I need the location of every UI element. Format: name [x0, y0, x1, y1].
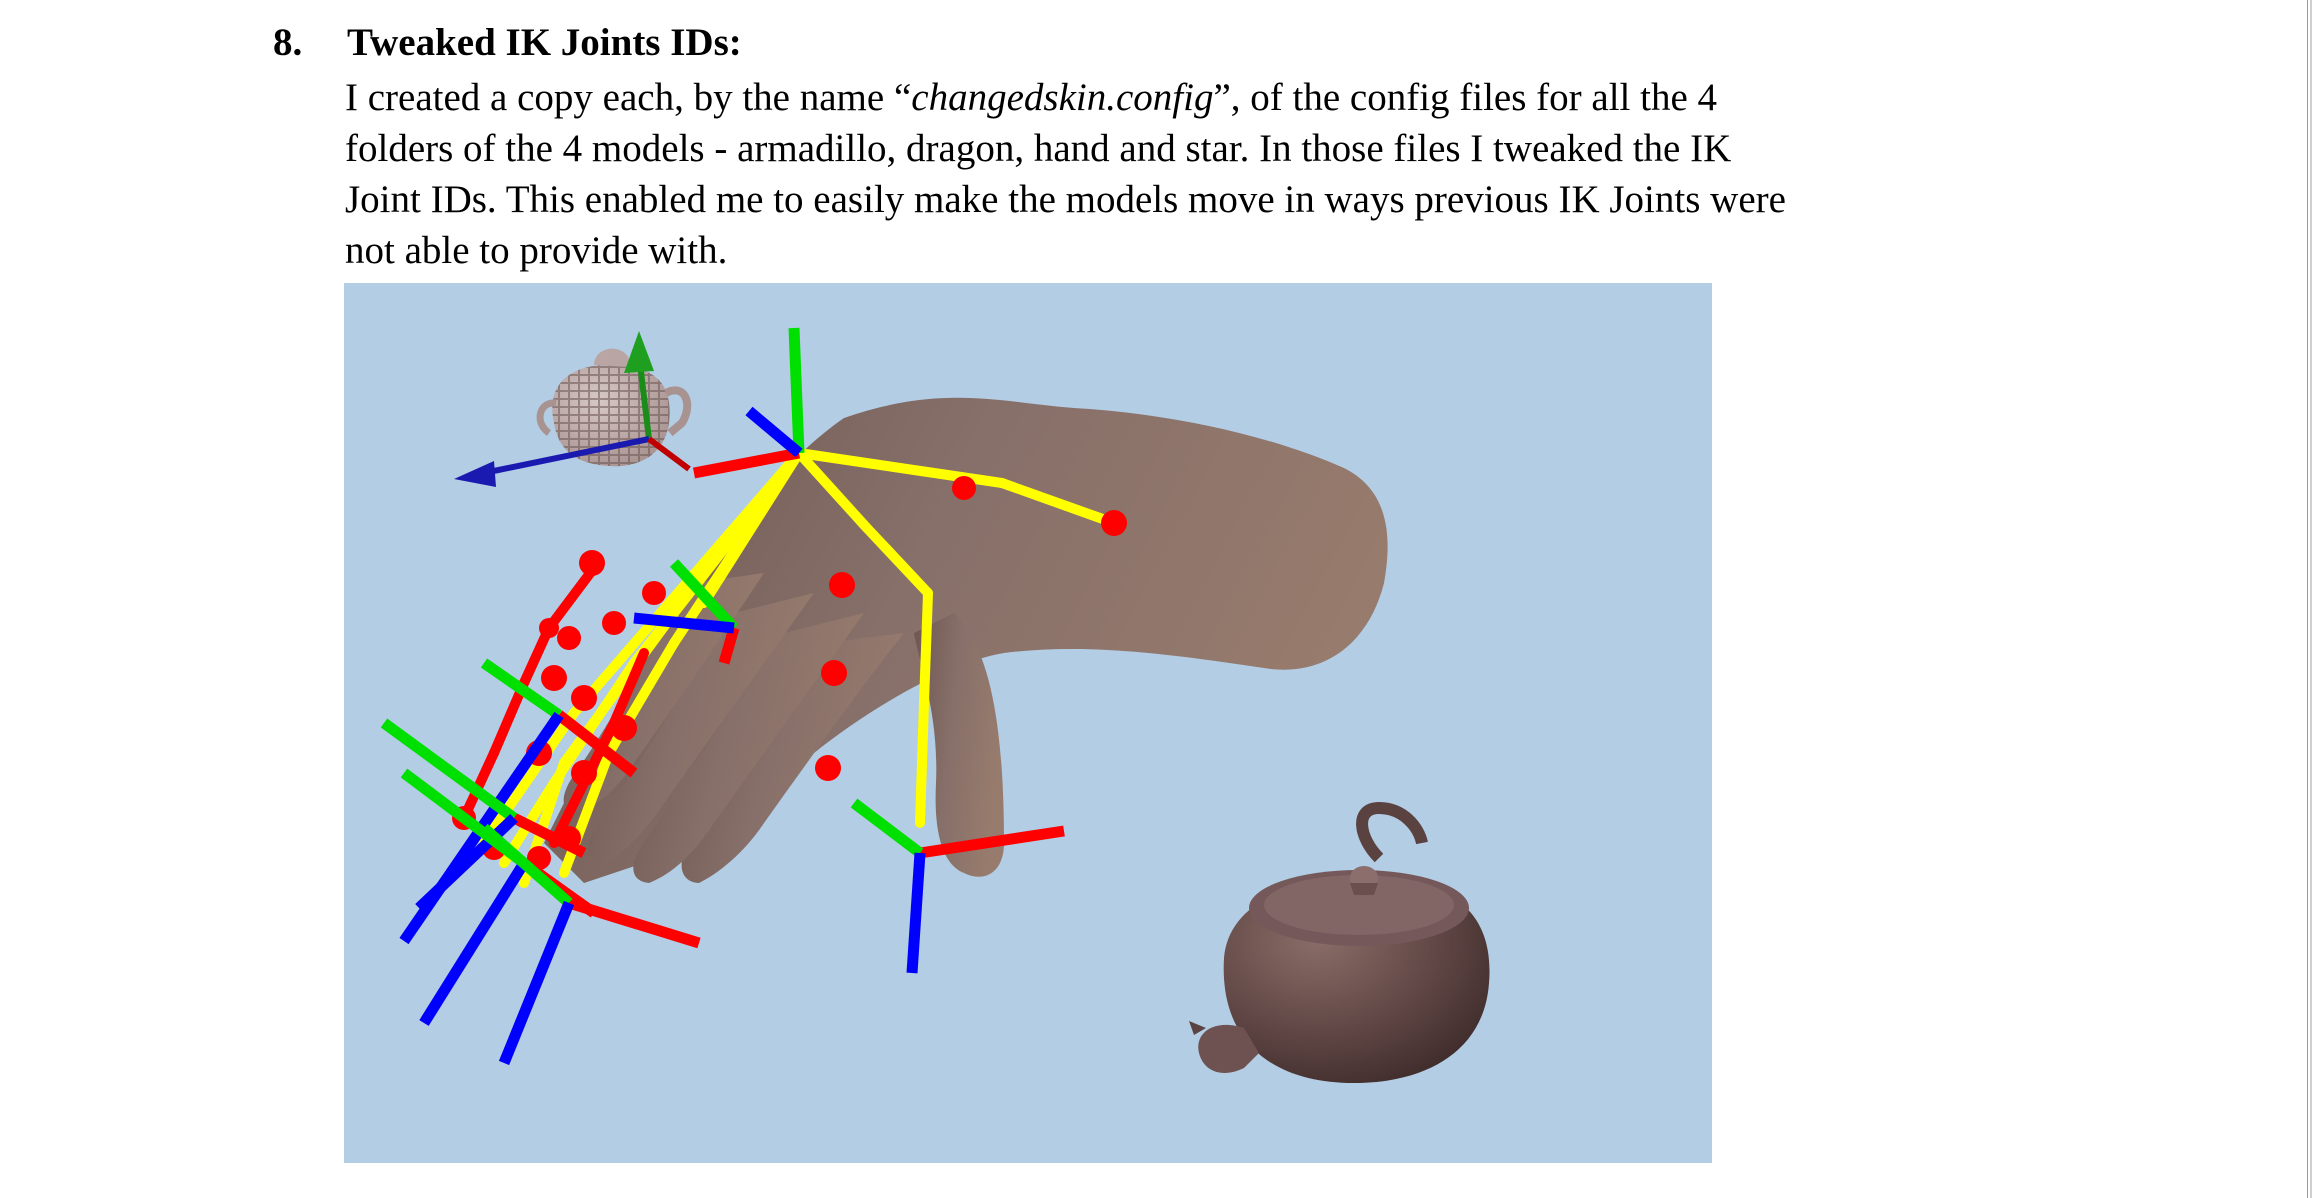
paragraph-line-3: Joint IDs. This enabled me to easily mak… [345, 178, 1786, 221]
ik-chain-red [459, 563, 649, 848]
joint-axes [380, 327, 1065, 1066]
ik-hand-screenshot [344, 283, 1712, 1163]
joint [815, 755, 841, 781]
section-number: 8. [273, 21, 303, 64]
config-filename: changedskin.config [911, 76, 1214, 119]
bone [479, 708, 579, 848]
bone [919, 588, 933, 708]
joint [541, 665, 567, 691]
bone [794, 448, 871, 532]
page-edge [2307, 0, 2308, 1198]
joint [829, 572, 855, 598]
section-title: Tweaked IK Joints IDs: [347, 21, 742, 64]
paragraph-line-1-end: ”, of the config files for all the 4 [1213, 76, 1718, 119]
body-paragraph: I created a copy each, by the name “chan… [345, 72, 2045, 276]
joint [952, 476, 976, 500]
bone [559, 748, 614, 878]
bone [549, 658, 639, 788]
page-edge-shadow [2310, 0, 2312, 1198]
section-heading: 8. Tweaked IK Joints IDs: [273, 20, 742, 67]
joint [821, 660, 847, 686]
joint [642, 581, 666, 605]
paragraph-line-1-start: I created a copy each, by the name “ [345, 76, 912, 119]
solid-teapot [1189, 801, 1490, 1083]
joint [602, 611, 626, 635]
joint [557, 626, 581, 650]
bone [915, 698, 929, 828]
joint [571, 685, 597, 711]
paragraph-line-4: not able to provide with. [345, 229, 728, 272]
paragraph-line-2: folders of the 4 models - armadillo, dra… [345, 127, 1732, 170]
joint [1101, 510, 1127, 536]
bone [997, 478, 1119, 528]
transform-gizmo [454, 331, 691, 487]
bone [861, 522, 933, 598]
paragraph-line-1: I created a copy each, by the name “chan… [345, 72, 2045, 123]
